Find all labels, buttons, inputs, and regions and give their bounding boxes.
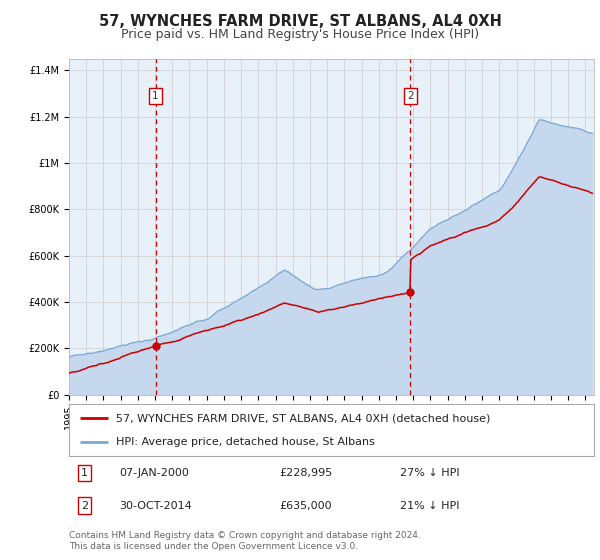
Text: This data is licensed under the Open Government Licence v3.0.: This data is licensed under the Open Gov… xyxy=(69,542,358,550)
Text: HPI: Average price, detached house, St Albans: HPI: Average price, detached house, St A… xyxy=(116,437,375,447)
Text: Contains HM Land Registry data © Crown copyright and database right 2024.: Contains HM Land Registry data © Crown c… xyxy=(69,531,421,540)
Text: Price paid vs. HM Land Registry's House Price Index (HPI): Price paid vs. HM Land Registry's House … xyxy=(121,28,479,41)
Text: 07-JAN-2000: 07-JAN-2000 xyxy=(119,468,189,478)
Text: 1: 1 xyxy=(81,468,88,478)
Text: 21% ↓ HPI: 21% ↓ HPI xyxy=(400,501,459,511)
Text: 57, WYNCHES FARM DRIVE, ST ALBANS, AL4 0XH: 57, WYNCHES FARM DRIVE, ST ALBANS, AL4 0… xyxy=(98,14,502,29)
Text: 30-OCT-2014: 30-OCT-2014 xyxy=(119,501,191,511)
Text: 27% ↓ HPI: 27% ↓ HPI xyxy=(400,468,460,478)
Text: 1: 1 xyxy=(152,91,159,101)
Text: £228,995: £228,995 xyxy=(279,468,332,478)
Text: 2: 2 xyxy=(81,501,88,511)
Text: 57, WYNCHES FARM DRIVE, ST ALBANS, AL4 0XH (detached house): 57, WYNCHES FARM DRIVE, ST ALBANS, AL4 0… xyxy=(116,413,491,423)
Text: £635,000: £635,000 xyxy=(279,501,332,511)
Text: 2: 2 xyxy=(407,91,413,101)
